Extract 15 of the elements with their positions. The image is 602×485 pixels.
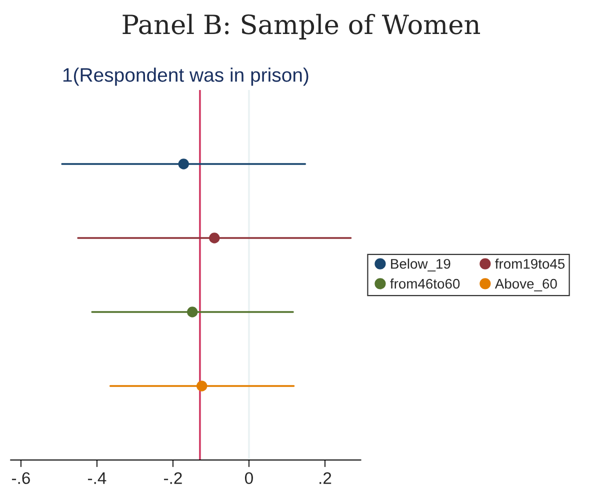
legend-label: Below_19 xyxy=(391,258,450,272)
point xyxy=(186,306,198,318)
legend-label: from19to45 xyxy=(495,258,565,269)
x-tick-label: -.2 xyxy=(164,472,182,484)
chart-title: Panel B: Sample of Women xyxy=(122,14,480,40)
point xyxy=(178,158,189,170)
x-tick-label: -.4 xyxy=(88,472,106,484)
legend-label: from46to60 xyxy=(390,278,460,289)
x-tick-label: 0 xyxy=(244,472,253,484)
x-tick-label: .2 xyxy=(320,472,332,484)
x-tick-label: -.6 xyxy=(12,472,30,484)
legend-label: Above_60 xyxy=(494,278,557,292)
chart-subtitle: 1(Respondent was in prison) xyxy=(63,68,308,86)
point xyxy=(196,380,208,392)
point xyxy=(209,232,220,244)
